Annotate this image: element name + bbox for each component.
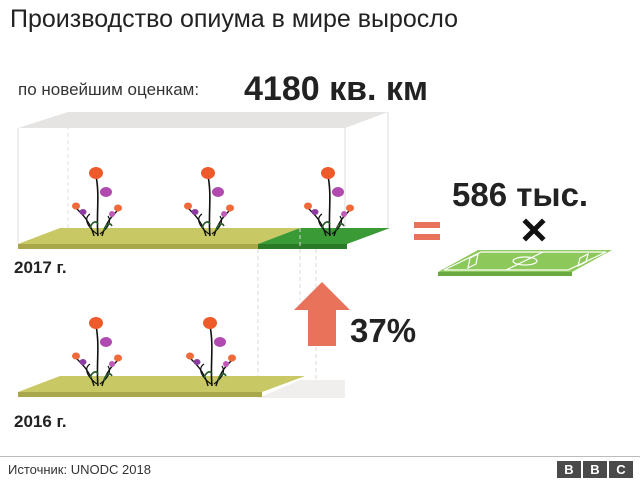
guide-lines bbox=[257, 228, 317, 398]
box-top bbox=[18, 112, 388, 128]
growth-arrow-icon bbox=[294, 282, 350, 346]
box-2017 bbox=[17, 112, 389, 244]
field-2016-edge bbox=[18, 392, 262, 397]
estimate-value: 4180 кв. км bbox=[244, 70, 429, 108]
year-label-2017: 2017 г. bbox=[14, 258, 67, 277]
bbc-logo-letter: B bbox=[557, 461, 581, 478]
poppies-2016 bbox=[71, 316, 237, 387]
estimate-label: по новейшим оценкам: bbox=[18, 80, 200, 99]
field-new-area-edge bbox=[258, 244, 347, 249]
poppies-2017 bbox=[71, 166, 355, 237]
field-2016 bbox=[18, 376, 305, 392]
growth-shadow bbox=[258, 380, 345, 398]
bbc-logo: B B C bbox=[557, 461, 633, 478]
football-pitch-icon bbox=[438, 250, 612, 276]
growth-percent: 37% bbox=[350, 312, 417, 349]
footer-divider bbox=[0, 456, 640, 457]
multiply-icon bbox=[522, 218, 546, 242]
field-2016-part-edge bbox=[18, 244, 258, 249]
field-new-area-2017 bbox=[258, 228, 390, 244]
bbc-logo-letter: B bbox=[583, 461, 607, 478]
page-title: Производство опиума в мире выросло bbox=[10, 5, 459, 33]
field-2016-part-2017 bbox=[18, 228, 300, 244]
source-note: Источник: UNODC 2018 bbox=[8, 462, 151, 477]
football-fields-count: 586 тыс. bbox=[452, 176, 589, 213]
equals-icon bbox=[414, 222, 440, 240]
bbc-logo-letter: C bbox=[609, 461, 633, 478]
year-label-2016: 2016 г. bbox=[14, 412, 67, 431]
